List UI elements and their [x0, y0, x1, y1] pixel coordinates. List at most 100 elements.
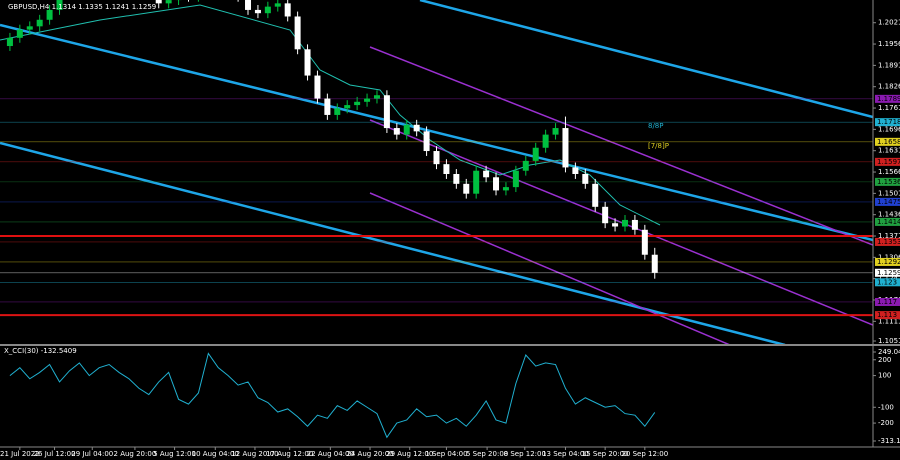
candle-body: [46, 9, 53, 20]
x-tick-label: 24 Aug 20:00: [346, 450, 393, 458]
level-label: 1.1718: [877, 118, 900, 126]
cci-plot: [9, 352, 656, 439]
candle-body: [463, 183, 470, 194]
candle-body: [165, 0, 172, 4]
candle-body: [602, 206, 609, 224]
level-box: [875, 94, 900, 103]
candle-body: [364, 98, 371, 102]
x-tick-label: 15 Sep 20:00: [582, 450, 629, 458]
y-tick-label: 100: [878, 372, 891, 380]
x-tick-label: 22 Aug 04:00: [307, 450, 354, 458]
level-box: [875, 217, 900, 226]
y-tick-label: 1.1826: [878, 83, 900, 91]
candle-body: [334, 108, 341, 115]
level-tag: [7/8]P: [648, 142, 669, 150]
level-box: [875, 257, 900, 266]
candle-body: [651, 254, 658, 273]
x-tick-label: 29 Jul 04:00: [71, 450, 113, 458]
candle-body: [522, 160, 529, 171]
level-box: [875, 118, 900, 127]
candle-body: [254, 9, 261, 14]
candle-body: [56, 0, 63, 10]
candle-body: [473, 170, 480, 194]
x-tick-label: 10 Aug 04:00: [192, 450, 239, 458]
level-box: [875, 268, 900, 277]
level-label: 1.1475: [877, 198, 900, 206]
candle-body: [493, 177, 500, 191]
candle-body: [572, 167, 579, 174]
price-plot: 8/8P [7/8]P: [0, 0, 873, 317]
candle-body: [631, 219, 638, 230]
candle-body: [36, 19, 43, 27]
x-tick-label: 5 Aug 12:00: [153, 450, 196, 458]
level-box: [875, 278, 900, 287]
y-tick-label: -313.184: [878, 437, 900, 445]
candle-body: [304, 49, 311, 76]
x-tick-label: 5 Sep 20:00: [466, 450, 508, 458]
candle-body: [403, 124, 410, 135]
trend-line: [419, 0, 873, 119]
candle-body: [373, 95, 380, 99]
x-tick-label: 21 Jul 2022: [0, 450, 40, 458]
level-label: 1.123: [877, 278, 897, 286]
candle-body: [443, 164, 450, 174]
level-box: [875, 311, 900, 320]
level-label: 1.1536: [877, 178, 900, 186]
candle-body: [383, 95, 390, 129]
channel-line: [369, 46, 873, 246]
candle-body: [16, 29, 23, 38]
candle-body: [621, 219, 628, 227]
chart-title: GBPUSD,H4 1.1314 1.1335 1.1241 1.1259: [8, 3, 156, 11]
level-label: 1.1292: [877, 258, 900, 266]
level-label: 1.1789: [877, 95, 900, 103]
candle-body: [314, 75, 321, 99]
cci-line: [9, 352, 656, 439]
candle-body: [532, 147, 539, 161]
y-tick-label: 1.1956: [878, 40, 900, 48]
y-tick-label: -200: [878, 419, 894, 427]
overlays: [0, 0, 873, 344]
y-tick-label: 249.044: [878, 348, 900, 356]
candle-body: [6, 37, 13, 47]
candle-body: [294, 16, 301, 50]
candle-body: [264, 6, 271, 14]
x-tick-label: 8 Sep 12:00: [504, 450, 546, 458]
x-tick-label: 20 Sep 12:00: [621, 450, 668, 458]
x-tick-label: 1 Sep 04:00: [425, 450, 467, 458]
y-tick-label: 200: [878, 356, 891, 364]
y-tick-label: 1.1436: [878, 211, 900, 219]
candle-body: [393, 128, 400, 135]
candle-body: [245, 0, 252, 10]
y-tick-label: -100: [878, 403, 894, 411]
level-label: 1.1259: [877, 269, 900, 277]
x-tick-label: 13 Sep 04:00: [542, 450, 589, 458]
level-box: [875, 197, 900, 206]
candle-body: [324, 98, 331, 115]
level-label: 1.1353: [877, 238, 900, 246]
candle-body: [562, 128, 569, 168]
candle-body: [274, 3, 281, 7]
level-tag: 8/8P: [648, 122, 664, 130]
y-tick-label: 1.1566: [878, 168, 900, 176]
candle-body: [26, 26, 33, 30]
candle-body: [542, 134, 549, 148]
candle-body: [155, 0, 162, 4]
candle-body: [641, 229, 648, 255]
level-label: 1.113: [877, 311, 897, 319]
candle-body: [284, 3, 291, 17]
level-box: [875, 297, 900, 306]
x-tick-label: 17 Aug 12:00: [266, 450, 313, 458]
candle-body: [453, 174, 460, 184]
candle-body: [502, 187, 509, 191]
candle-body: [552, 128, 559, 135]
level-box: [875, 157, 900, 166]
